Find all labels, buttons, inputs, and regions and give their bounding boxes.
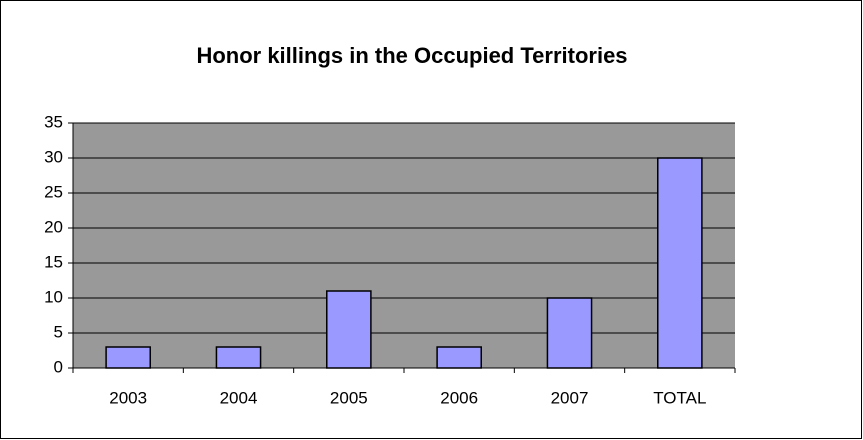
y-tick-label: 20	[44, 217, 63, 236]
y-tick-label: 30	[44, 147, 63, 166]
y-tick-label: 10	[44, 287, 63, 306]
x-tick-label: 2005	[330, 388, 368, 407]
x-tick-label: TOTAL	[653, 388, 706, 407]
x-tick-label: 2004	[220, 388, 258, 407]
y-tick-label: 25	[44, 182, 63, 201]
bar	[436, 346, 482, 369]
chart-title: Honor killings in the Occupied Territori…	[196, 43, 627, 68]
y-tick-label: 15	[44, 252, 63, 271]
bar	[105, 346, 151, 369]
bar	[657, 157, 703, 369]
plot-area	[73, 123, 735, 368]
y-tick-label: 35	[44, 112, 63, 131]
y-tick-label: 0	[54, 357, 63, 376]
bar	[546, 297, 593, 369]
x-tick-label: 2007	[551, 388, 589, 407]
bar	[326, 290, 372, 369]
x-tick-label: 2006	[440, 388, 478, 407]
y-tick-label: 5	[54, 322, 63, 341]
x-tick-label: 2003	[109, 388, 147, 407]
bar	[215, 346, 262, 369]
